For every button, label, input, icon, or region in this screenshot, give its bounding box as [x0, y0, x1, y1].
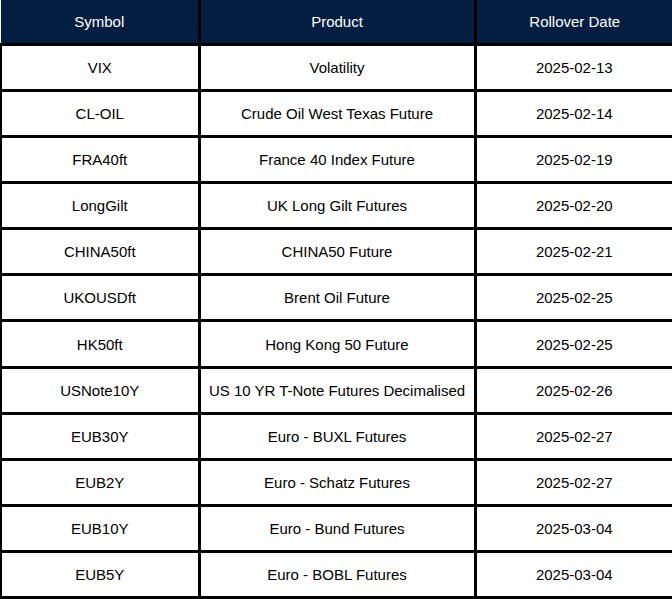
symbol-cell: HK50ft [1, 321, 199, 367]
symbol-cell: UKOUSDft [1, 275, 199, 321]
product-cell: UK Long Gilt Futures [199, 183, 475, 229]
rollover-date-cell: 2025-02-26 [475, 367, 672, 413]
table-row: USNote10Y US 10 YR T-Note Futures Decima… [1, 367, 672, 413]
table-row: CHINA50ft CHINA50 Future 2025-02-21 [1, 229, 672, 275]
rollover-date-cell: 2025-02-27 [475, 459, 672, 505]
rollover-date-cell: 2025-02-20 [475, 183, 672, 229]
rollover-table-container: Symbol Product Rollover Date VIX Volatil… [0, 0, 672, 599]
product-cell: Euro - BUXL Futures [199, 413, 475, 459]
symbol-cell: EUB30Y [1, 413, 199, 459]
product-cell: Brent Oil Future [199, 275, 475, 321]
table-row: EUB5Y Euro - BOBL Futures 2025-03-04 [1, 551, 672, 597]
table-row: UKOUSDft Brent Oil Future 2025-02-25 [1, 275, 672, 321]
symbol-cell: USNote10Y [1, 367, 199, 413]
rollover-date-cell: 2025-02-19 [475, 137, 672, 183]
symbol-cell: EUB2Y [1, 459, 199, 505]
rollover-date-cell: 2025-02-25 [475, 321, 672, 367]
rollover-date-cell: 2025-02-25 [475, 275, 672, 321]
column-header-symbol: Symbol [1, 0, 199, 45]
product-cell: Volatility [199, 45, 475, 91]
symbol-cell: FRA40ft [1, 137, 199, 183]
table-row: HK50ft Hong Kong 50 Future 2025-02-25 [1, 321, 672, 367]
table-row: EUB30Y Euro - BUXL Futures 2025-02-27 [1, 413, 672, 459]
product-cell: France 40 Index Future [199, 137, 475, 183]
header-row: Symbol Product Rollover Date [1, 0, 672, 45]
rollover-date-cell: 2025-02-13 [475, 45, 672, 91]
symbol-cell: EUB10Y [1, 505, 199, 551]
table-row: CL-OIL Crude Oil West Texas Future 2025-… [1, 91, 672, 137]
symbol-cell: EUB5Y [1, 551, 199, 597]
symbol-cell: CHINA50ft [1, 229, 199, 275]
symbol-cell: CL-OIL [1, 91, 199, 137]
rollover-date-cell: 2025-03-04 [475, 551, 672, 597]
symbol-cell: VIX [1, 45, 199, 91]
rollover-date-cell: 2025-02-14 [475, 91, 672, 137]
table-body: VIX Volatility 2025-02-13 CL-OIL Crude O… [1, 45, 672, 598]
table-row: FRA40ft France 40 Index Future 2025-02-1… [1, 137, 672, 183]
rollover-table: Symbol Product Rollover Date VIX Volatil… [0, 0, 672, 599]
product-cell: Euro - BOBL Futures [199, 551, 475, 597]
product-cell: Hong Kong 50 Future [199, 321, 475, 367]
table-row: EUB10Y Euro - Bund Futures 2025-03-04 [1, 505, 672, 551]
rollover-date-cell: 2025-02-27 [475, 413, 672, 459]
table-row: VIX Volatility 2025-02-13 [1, 45, 672, 91]
table-row: EUB2Y Euro - Schatz Futures 2025-02-27 [1, 459, 672, 505]
table-header: Symbol Product Rollover Date [1, 0, 672, 45]
column-header-rollover-date: Rollover Date [475, 0, 672, 45]
column-header-product: Product [199, 0, 475, 45]
rollover-date-cell: 2025-03-04 [475, 505, 672, 551]
product-cell: Crude Oil West Texas Future [199, 91, 475, 137]
symbol-cell: LongGilt [1, 183, 199, 229]
product-cell: Euro - Schatz Futures [199, 459, 475, 505]
product-cell: CHINA50 Future [199, 229, 475, 275]
rollover-date-cell: 2025-02-21 [475, 229, 672, 275]
product-cell: US 10 YR T-Note Futures Decimalised [199, 367, 475, 413]
table-row: LongGilt UK Long Gilt Futures 2025-02-20 [1, 183, 672, 229]
product-cell: Euro - Bund Futures [199, 505, 475, 551]
